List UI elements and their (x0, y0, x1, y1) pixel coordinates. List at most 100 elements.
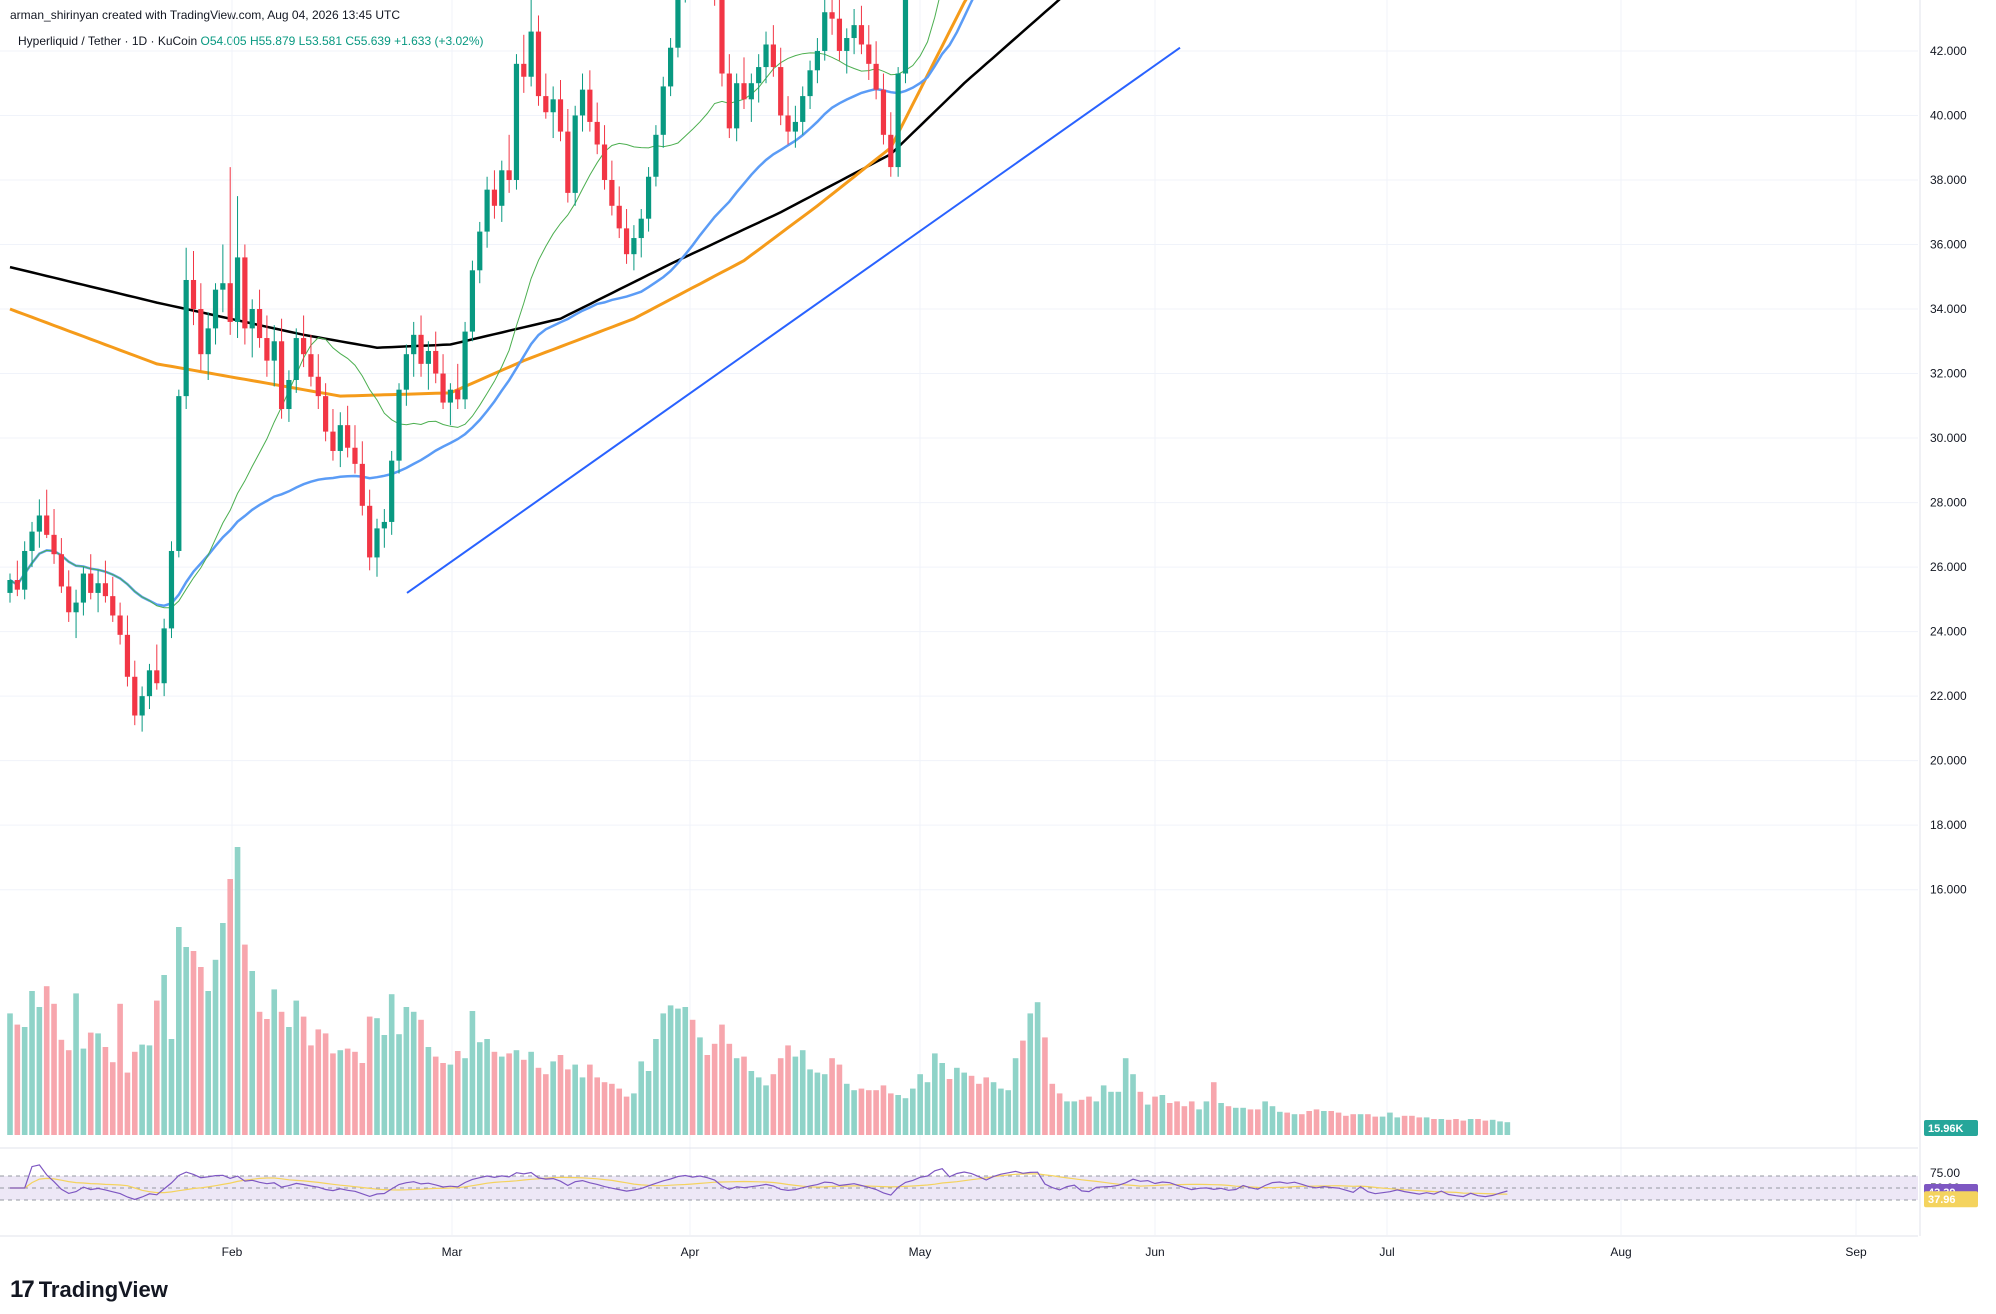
candle-body (535, 31, 542, 97)
volume-bar (462, 1058, 468, 1135)
volume-bar (733, 1058, 740, 1135)
candle-body (29, 531, 35, 551)
volume-bar (594, 1077, 600, 1135)
volume-bar (183, 947, 189, 1135)
price-tags: 63.13358.28056.88950.459HYPEUSDT55.63910… (1924, 1120, 1978, 1208)
candle-body (609, 179, 615, 206)
volume-bar (689, 1019, 696, 1135)
volume-bar (154, 1000, 160, 1135)
volume-bar (1056, 1093, 1063, 1135)
candle-body (638, 218, 644, 239)
volume-bar (1489, 1119, 1496, 1135)
volume-bar (1335, 1112, 1342, 1135)
candle-body (506, 170, 512, 180)
candle-body (234, 257, 241, 322)
volume-bar (565, 1069, 571, 1135)
volume-bar (1020, 1040, 1026, 1135)
volume-bar (1255, 1109, 1261, 1135)
candle-body (124, 634, 131, 677)
volume-bar (829, 1058, 835, 1135)
volume-bar (616, 1088, 623, 1135)
volume-bar (1299, 1114, 1305, 1135)
volume-bar (1005, 1090, 1012, 1135)
candlesticks (7, 0, 909, 732)
volume-bar (7, 1013, 13, 1135)
candle-body (374, 528, 380, 558)
candle-body (14, 580, 20, 590)
volume-bar (888, 1093, 894, 1135)
candle-body (579, 89, 586, 116)
volume-bar (1365, 1114, 1371, 1135)
price-tick-label: 22.000 (1930, 689, 1967, 703)
price-chart[interactable]: 82.00080.00078.00076.00074.00072.00070.0… (0, 0, 1996, 1270)
volume-bar (1401, 1115, 1408, 1135)
candle-body (411, 334, 417, 355)
volume-bar (557, 1055, 564, 1135)
volume-bar (1504, 1122, 1511, 1135)
volume-bar (667, 1005, 674, 1135)
volume-bar (352, 1051, 358, 1135)
volume-bar (1467, 1119, 1474, 1135)
legend-symbol: Hyperliquid / Tether · 1D · KuCoin (18, 34, 198, 48)
legend-low: L53.581 (298, 34, 343, 48)
volume-bar (410, 1011, 417, 1135)
volume-bar (1306, 1111, 1312, 1135)
candle-body (543, 96, 549, 113)
volume-bar (682, 1007, 689, 1135)
volume-bar (242, 944, 248, 1135)
rsi-line (10, 1164, 1508, 1201)
volume-bar (65, 1050, 72, 1135)
volume-bar (521, 1059, 527, 1135)
candle-body (110, 596, 116, 616)
volume-bar (1313, 1109, 1320, 1135)
candle-body (851, 25, 857, 39)
volume-bar (1379, 1116, 1386, 1135)
candle-body (345, 425, 351, 448)
volume-bar (1460, 1120, 1467, 1135)
volume-bar (924, 1082, 931, 1135)
volume-bar (535, 1067, 542, 1135)
volume-bar (1372, 1116, 1379, 1135)
volume-bar (1100, 1085, 1107, 1135)
volume-bar (726, 1043, 733, 1135)
volume-bar (1218, 1103, 1224, 1135)
volume-bar (80, 1048, 87, 1135)
volume-bar (469, 1011, 476, 1135)
candle-body (513, 63, 520, 180)
volume-bar (278, 1011, 285, 1135)
volume-bar (961, 1072, 967, 1135)
volume-bar (748, 1071, 755, 1135)
candle-body (425, 350, 431, 364)
candle-body (205, 328, 211, 355)
candle-body (80, 573, 86, 603)
volume-bar (770, 1074, 777, 1135)
volume-bar (286, 1027, 292, 1135)
volume-bar (785, 1045, 791, 1135)
time-tick-label: Mar (442, 1245, 463, 1259)
volume-bar (344, 1048, 351, 1135)
volume-bar (1453, 1119, 1459, 1135)
candle-body (330, 431, 336, 451)
candle-body (631, 238, 637, 255)
volume-bar (653, 1039, 659, 1135)
candle-body (587, 89, 593, 122)
volume-bar (161, 975, 167, 1135)
volume-bar (1203, 1101, 1210, 1135)
volume-bar (939, 1063, 945, 1135)
volume-bar (1232, 1107, 1239, 1135)
candle-body (323, 396, 329, 432)
volume-bar (1482, 1120, 1489, 1135)
volume-bar (447, 1064, 454, 1135)
volume-bar (954, 1067, 960, 1135)
volume-bar (1475, 1119, 1481, 1135)
candle-body (455, 389, 461, 400)
volume-bar (1159, 1095, 1166, 1135)
volume-bar (1188, 1101, 1195, 1135)
volume-bar (146, 1045, 153, 1135)
candle-body (117, 615, 123, 635)
volume-bars (7, 847, 1511, 1135)
candle-body (102, 583, 109, 597)
price-axis: 82.00080.00078.00076.00074.00072.00070.0… (1930, 44, 1967, 1210)
volume-bar (719, 1024, 725, 1135)
candle-body (183, 279, 189, 397)
